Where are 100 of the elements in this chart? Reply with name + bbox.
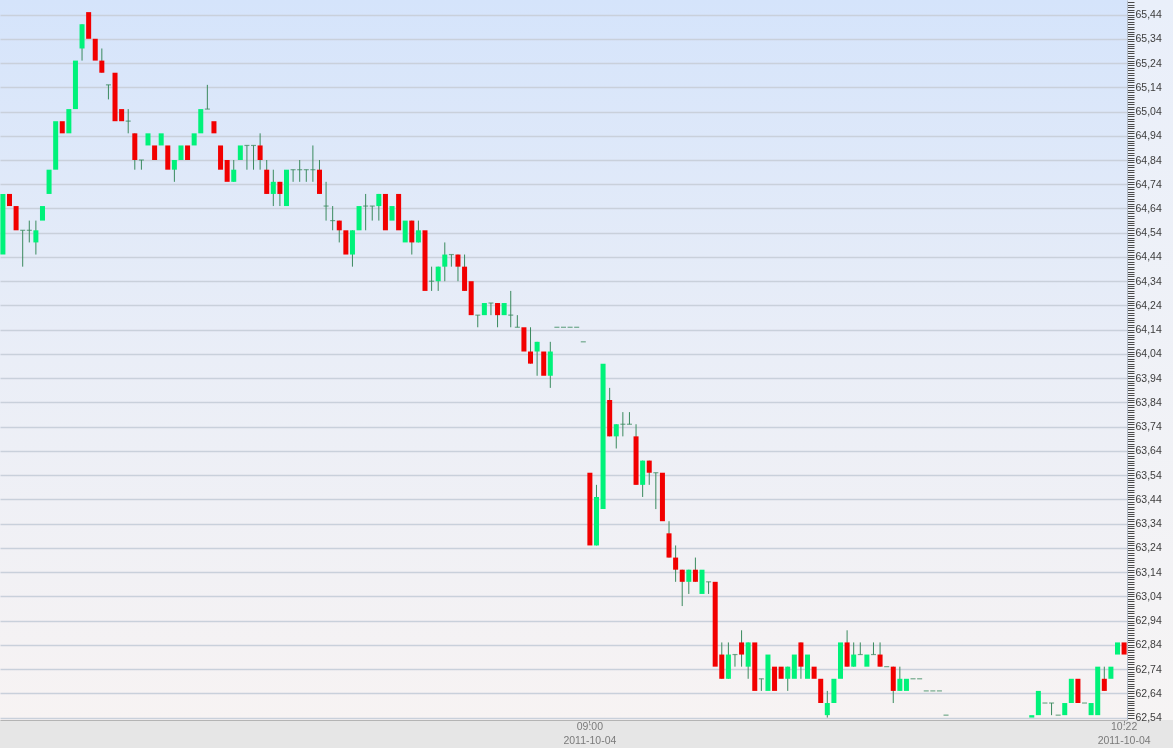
candlestick	[851, 641, 857, 668]
candlestick	[811, 666, 817, 679]
candlestick	[363, 193, 369, 231]
y-tick-label: 63,94	[1135, 371, 1162, 384]
candlestick	[488, 302, 494, 316]
y-tick-label: 62,64	[1135, 686, 1162, 699]
candlestick	[145, 133, 151, 146]
y-tick-label: 62,94	[1135, 614, 1162, 627]
candlestick	[270, 169, 276, 207]
y-tick-label: 64,14	[1135, 323, 1162, 336]
y-tick-label: 63,04	[1135, 589, 1162, 602]
candlestick	[541, 351, 547, 376]
y-tick-label: 65,34	[1135, 32, 1162, 45]
y-tick-label: 64,34	[1135, 274, 1162, 287]
candlestick	[382, 193, 388, 231]
candlestick	[46, 169, 52, 194]
candlestick	[818, 678, 824, 704]
candlestick	[396, 193, 402, 231]
candlestick	[501, 303, 507, 316]
candlestick	[791, 654, 797, 679]
candlestick	[481, 303, 487, 316]
candlestick	[59, 121, 65, 134]
candlestick	[1029, 715, 1035, 718]
candlestick	[442, 241, 448, 282]
candlestick	[185, 145, 191, 160]
candlestick	[72, 60, 78, 110]
y-tick-label: 62,84	[1135, 638, 1162, 651]
y-tick-label: 64,54	[1135, 226, 1162, 239]
y-tick-label: 62,74	[1135, 662, 1162, 675]
y-tick-label: 63,64	[1135, 444, 1162, 457]
y-tick-label: 64,64	[1135, 201, 1162, 214]
y-tick-label: 64,94	[1135, 129, 1162, 142]
candlestick	[1068, 678, 1074, 704]
candlestick	[191, 133, 197, 146]
candlestick	[402, 220, 408, 243]
candlestick	[257, 132, 263, 171]
candlestick	[231, 159, 237, 183]
candlestick	[1062, 703, 1068, 716]
y-tick-label: 64,44	[1135, 250, 1162, 263]
candlestick	[343, 230, 349, 255]
candlestick	[158, 133, 164, 146]
candlestick	[356, 206, 362, 231]
candlestick	[92, 38, 98, 61]
y-tick-label: 65,04	[1135, 105, 1162, 118]
candlestick	[1035, 690, 1041, 716]
candlestick	[521, 327, 527, 352]
candlestick	[600, 363, 606, 510]
y-tick-label: 63,14	[1135, 565, 1162, 578]
candlestick	[528, 326, 534, 365]
candlestick	[389, 206, 395, 221]
candlestick	[534, 341, 540, 377]
candlestick	[171, 159, 177, 183]
y-tick-label: 63,84	[1135, 395, 1162, 408]
candlestick	[752, 642, 758, 691]
candlestick	[237, 145, 243, 160]
candlestick	[39, 206, 45, 221]
candlestick	[824, 690, 830, 719]
candlestick	[686, 569, 692, 595]
candlestick	[86, 12, 92, 39]
candlestick	[152, 145, 158, 160]
candlestick	[587, 472, 593, 546]
candlestick	[6, 193, 12, 207]
candlestick	[831, 678, 837, 704]
candlestick	[138, 159, 144, 171]
candlestick	[455, 254, 461, 282]
candlestick	[659, 472, 665, 522]
candlestick	[0, 193, 6, 255]
candlestick	[903, 678, 909, 691]
candlestick	[699, 569, 705, 594]
candlestick	[838, 642, 844, 679]
candlestick	[897, 666, 903, 692]
y-tick-label: 64,74	[1135, 177, 1162, 190]
y-tick-label: 63,44	[1135, 492, 1162, 505]
candlestick	[323, 181, 329, 222]
candlestick	[218, 145, 224, 170]
candlestick	[765, 654, 771, 691]
candlestick	[805, 654, 811, 679]
candlestick	[99, 47, 105, 74]
y-tick-label: 64,04	[1135, 347, 1162, 360]
y-tick-label: 64,24	[1135, 298, 1162, 311]
candlestick	[66, 109, 72, 134]
y-tick-label: 65,14	[1135, 80, 1162, 93]
x-tick-label: 09:00 2011-10-04	[563, 720, 617, 746]
candlestick	[165, 145, 171, 170]
candlestick	[1049, 702, 1055, 716]
candlestick	[53, 121, 59, 170]
candlestick	[864, 654, 870, 667]
candlestick	[283, 169, 289, 207]
candlestick	[13, 206, 19, 231]
candlestick	[673, 544, 679, 583]
candlestick	[1115, 642, 1121, 655]
candlestick	[1121, 642, 1127, 655]
candlestick	[495, 302, 501, 328]
candlestick	[409, 220, 415, 256]
candlestick	[277, 181, 283, 207]
candlestick	[1101, 666, 1107, 692]
candlestick	[204, 84, 210, 110]
y-tick-label: 65,44	[1135, 8, 1162, 21]
y-tick-label: 65,24	[1135, 56, 1162, 69]
candlestick	[468, 281, 474, 316]
